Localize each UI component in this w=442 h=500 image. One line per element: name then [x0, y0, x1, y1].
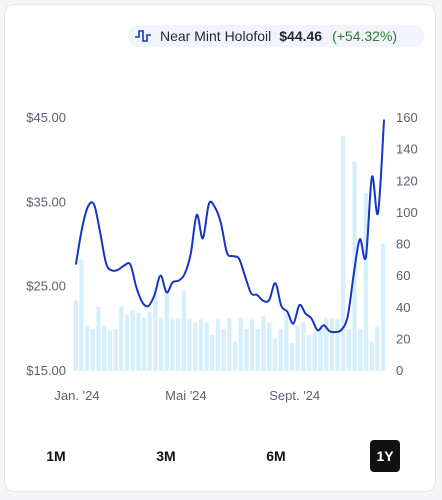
y-left-tick-label: $15.00 — [26, 363, 66, 378]
volume-bar — [341, 135, 346, 370]
volume-bar — [124, 314, 130, 370]
current-price: $44.46 — [279, 28, 323, 44]
condition-label: Near Mint Holofoil — [160, 28, 272, 44]
volume-bar — [84, 325, 90, 370]
y-right-tick-label: 120 — [396, 173, 418, 188]
y-right-tick-label: 100 — [396, 205, 418, 220]
volume-bar — [147, 311, 152, 370]
volume-bar — [164, 292, 169, 370]
volume-bar — [358, 328, 363, 370]
y-right-tick-label: 140 — [396, 142, 418, 157]
volume-bar — [210, 335, 215, 370]
volume-bar — [193, 322, 198, 370]
range-button-1y[interactable]: 1Y — [370, 440, 400, 472]
volume-bar — [272, 338, 278, 371]
condition-legend-pill: Near Mint Holofoil $44.46 (+54.32%) — [128, 25, 424, 47]
x-tick-label: Mai '24 — [165, 388, 207, 403]
volume-bar — [136, 313, 141, 370]
y-right-tick-label: 60 — [396, 268, 410, 283]
volume-bar — [79, 259, 84, 370]
volume-bar — [113, 328, 118, 370]
price-change-percent: (+54.32%) — [332, 28, 398, 44]
volume-bar — [346, 328, 352, 370]
volume-bar — [312, 332, 317, 370]
volume-bar — [375, 325, 380, 370]
volume-bar — [255, 328, 260, 370]
y-right-tick-label: 80 — [396, 237, 410, 252]
volume-bar — [289, 343, 295, 370]
volume-bar — [119, 306, 124, 370]
volume-bar — [170, 319, 175, 370]
volume-bar — [318, 327, 323, 370]
price-line — [75, 119, 385, 334]
volume-bar — [215, 319, 221, 370]
volume-bar — [181, 290, 187, 370]
volume-bar — [96, 306, 101, 370]
volume-bar — [295, 325, 300, 370]
y-left-tick-label: $25.00 — [26, 279, 66, 294]
volume-bar — [335, 319, 340, 370]
volume-bar — [102, 325, 107, 370]
volume-bar — [324, 317, 329, 370]
volume-bar — [176, 317, 181, 370]
volume-bar — [141, 317, 147, 370]
volume-bar — [267, 322, 272, 370]
volume-bar — [130, 309, 135, 370]
volume-bar — [90, 328, 95, 370]
y-right-tick-label: 40 — [396, 300, 410, 315]
volume-bar — [198, 319, 204, 370]
volume-bar — [153, 294, 158, 370]
x-tick-label: Jan. '24 — [54, 388, 99, 403]
volume-bar — [369, 341, 374, 370]
volume-bar — [238, 317, 243, 370]
volume-bar — [232, 341, 238, 370]
volume-bar — [204, 322, 209, 370]
volume-bar — [261, 316, 266, 370]
volume-bar — [73, 300, 78, 370]
y-left-tick-label: $45.00 — [26, 110, 66, 125]
line-chart-icon — [135, 30, 151, 42]
y-right-tick-label: 0 — [396, 363, 403, 378]
volume-bar — [363, 192, 369, 370]
volume-bar — [221, 328, 226, 370]
volume-bar — [329, 317, 334, 370]
range-button-1m[interactable]: 1M — [46, 448, 66, 464]
volume-bar — [306, 335, 312, 370]
volume-bar — [380, 243, 386, 370]
y-right-tick-label: 20 — [396, 331, 410, 346]
y-left-tick-label: $35.00 — [26, 194, 66, 209]
volume-bar — [301, 322, 306, 370]
volume-bar — [244, 328, 249, 370]
x-tick-label: Sept. '24 — [269, 388, 320, 403]
range-button-6m[interactable]: 6M — [266, 448, 286, 464]
y-right-tick-label: 160 — [396, 110, 418, 125]
volume-bar — [278, 328, 283, 370]
range-button-3m[interactable]: 3M — [156, 448, 176, 464]
volume-bar — [158, 317, 164, 370]
volume-bar — [187, 319, 192, 370]
volume-bar — [227, 317, 232, 370]
volume-bar — [284, 313, 289, 370]
volume-bar — [250, 319, 255, 370]
volume-bar — [107, 330, 113, 370]
